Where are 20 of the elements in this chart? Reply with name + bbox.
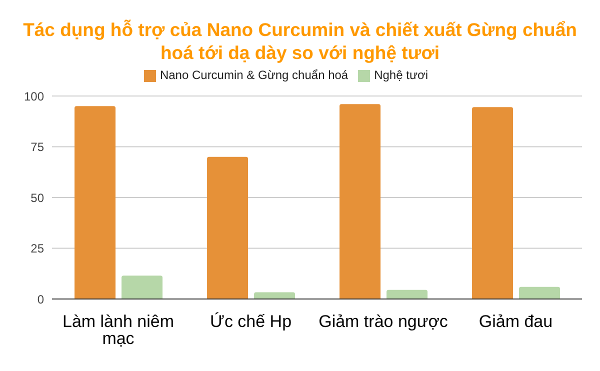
- y-tick-label: 75: [30, 140, 44, 154]
- x-tick-label: Ức chế Hp: [210, 312, 292, 332]
- bar: [386, 290, 428, 299]
- bar: [74, 106, 116, 299]
- legend-label: Nghệ tươi: [374, 68, 428, 82]
- bar: [472, 107, 514, 299]
- y-tick-label: 0: [37, 292, 44, 306]
- x-tick-label: Giảm đau: [478, 312, 553, 332]
- bar: [122, 276, 163, 299]
- x-tick-label: Giảm trào ngược: [318, 312, 448, 332]
- chart-title: Tác dụng hỗ trợ của Nano Curcumin và chiết xuất Gừng chuẩn hoá tới dạ dày so với nghệ tươi: [22, 18, 578, 64]
- y-tick-label: 50: [30, 190, 44, 205]
- bar: [254, 292, 296, 299]
- y-tick-label: 25: [30, 242, 44, 256]
- bar: [340, 104, 381, 299]
- x-tick-label: Làm lành niêm mạc: [62, 312, 174, 348]
- bar: [207, 156, 248, 299]
- bar: [519, 286, 560, 299]
- y-tick-label: 100: [24, 89, 44, 104]
- legend-label: Nano Curcumin & Gừng chuẩn hoá: [160, 68, 348, 82]
